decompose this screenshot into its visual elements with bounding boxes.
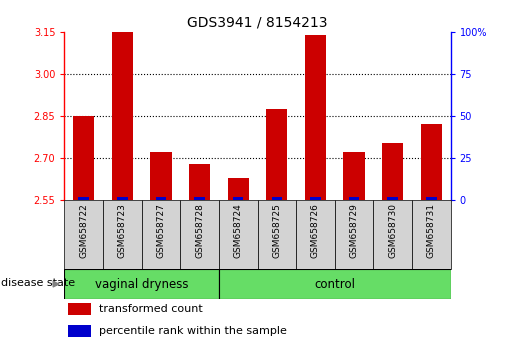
Bar (219, 269, 451, 299)
Bar (64, 200, 103, 269)
Text: transformed count: transformed count (99, 304, 203, 314)
Bar (73, 116, 94, 200)
Text: GSM658727: GSM658727 (157, 204, 165, 258)
Bar (189, 164, 210, 200)
Bar (68, 303, 92, 315)
Bar (78, 196, 89, 200)
Bar (382, 143, 403, 200)
Text: disease state: disease state (1, 278, 75, 287)
Bar (373, 200, 412, 269)
Bar (335, 200, 373, 269)
Bar (150, 152, 171, 200)
Text: GSM658725: GSM658725 (272, 204, 281, 258)
Bar (117, 196, 128, 200)
Bar (344, 152, 365, 200)
Bar (258, 200, 296, 269)
Bar (103, 200, 142, 269)
Bar (310, 196, 321, 200)
Bar (233, 196, 244, 200)
Text: GSM658726: GSM658726 (311, 204, 320, 258)
Text: vaginal dryness: vaginal dryness (95, 278, 188, 291)
Text: GSM658724: GSM658724 (234, 204, 243, 258)
Bar (296, 200, 335, 269)
Bar (194, 196, 205, 200)
Bar (387, 196, 398, 200)
Bar (271, 196, 282, 200)
Bar (228, 178, 249, 200)
Bar (426, 196, 437, 200)
Bar (156, 196, 166, 200)
Bar (180, 200, 219, 269)
Bar (349, 196, 359, 200)
Bar (219, 200, 258, 269)
Bar (412, 200, 451, 269)
Bar (305, 35, 326, 200)
Bar (68, 325, 92, 337)
Bar (64, 269, 219, 299)
Text: GSM658722: GSM658722 (79, 204, 88, 258)
Bar (142, 200, 180, 269)
Text: control: control (314, 278, 355, 291)
Bar (112, 32, 133, 200)
Text: percentile rank within the sample: percentile rank within the sample (99, 326, 287, 336)
Text: GSM658723: GSM658723 (118, 204, 127, 258)
Text: GSM658731: GSM658731 (427, 204, 436, 258)
Title: GDS3941 / 8154213: GDS3941 / 8154213 (187, 15, 328, 29)
Bar (266, 109, 287, 200)
Bar (421, 124, 442, 200)
Text: GSM658728: GSM658728 (195, 204, 204, 258)
Text: GSM658730: GSM658730 (388, 204, 397, 258)
Text: GSM658729: GSM658729 (350, 204, 358, 258)
